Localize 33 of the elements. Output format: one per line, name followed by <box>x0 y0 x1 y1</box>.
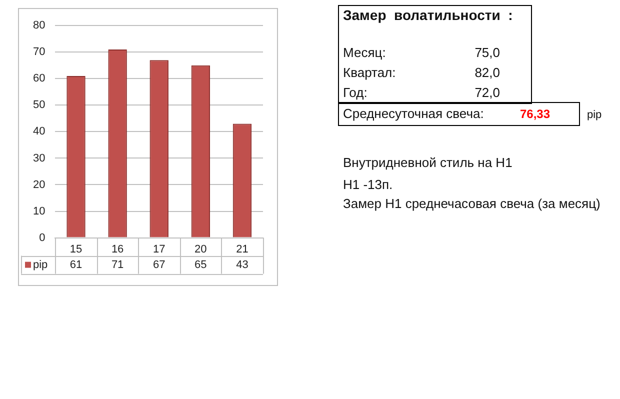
text: Год: <box>343 84 368 102</box>
text: Замер волатильности : <box>343 6 513 24</box>
y-tick-label: 80 <box>32 20 46 32</box>
data-label: 65 <box>194 258 207 271</box>
y-tick-label: 60 <box>32 72 46 85</box>
x-tick-label: 20 <box>194 243 207 256</box>
data-label: 71 <box>111 258 124 271</box>
y-tick-label: 10 <box>32 205 46 218</box>
text: H1 -13п. <box>343 176 393 194</box>
y-tick-label: 0 <box>39 232 46 244</box>
data-label: 67 <box>152 258 166 271</box>
text: 76,33 <box>518 106 552 123</box>
data-label: 43 <box>236 258 248 271</box>
text: Месяц: <box>343 44 386 62</box>
text: 72,0 <box>474 84 500 102</box>
data-label: 61 <box>70 258 82 271</box>
x-tick-label: 16 <box>111 243 124 256</box>
y-tick-label: 70 <box>32 46 46 58</box>
text: Замер H1 среднечасовая свеча (за месяц) <box>343 195 600 213</box>
x-tick-label: 17 <box>152 243 166 256</box>
text: pip <box>587 108 602 123</box>
legend-label: pip <box>33 258 48 271</box>
x-tick-label: 15 <box>70 243 82 256</box>
y-tick-label: 30 <box>32 152 46 164</box>
y-tick-label: 50 <box>32 99 46 112</box>
y-tick-label: 40 <box>32 126 46 138</box>
text: Среднесуточная свеча: <box>343 105 484 123</box>
text: 75,0 <box>474 44 500 62</box>
text: Квартал: <box>343 64 396 82</box>
x-tick-label: 21 <box>236 243 248 256</box>
y-tick-label: 20 <box>32 178 46 191</box>
text: 82,0 <box>474 64 500 82</box>
text: Внутридневной стиль на H1 <box>343 154 512 172</box>
